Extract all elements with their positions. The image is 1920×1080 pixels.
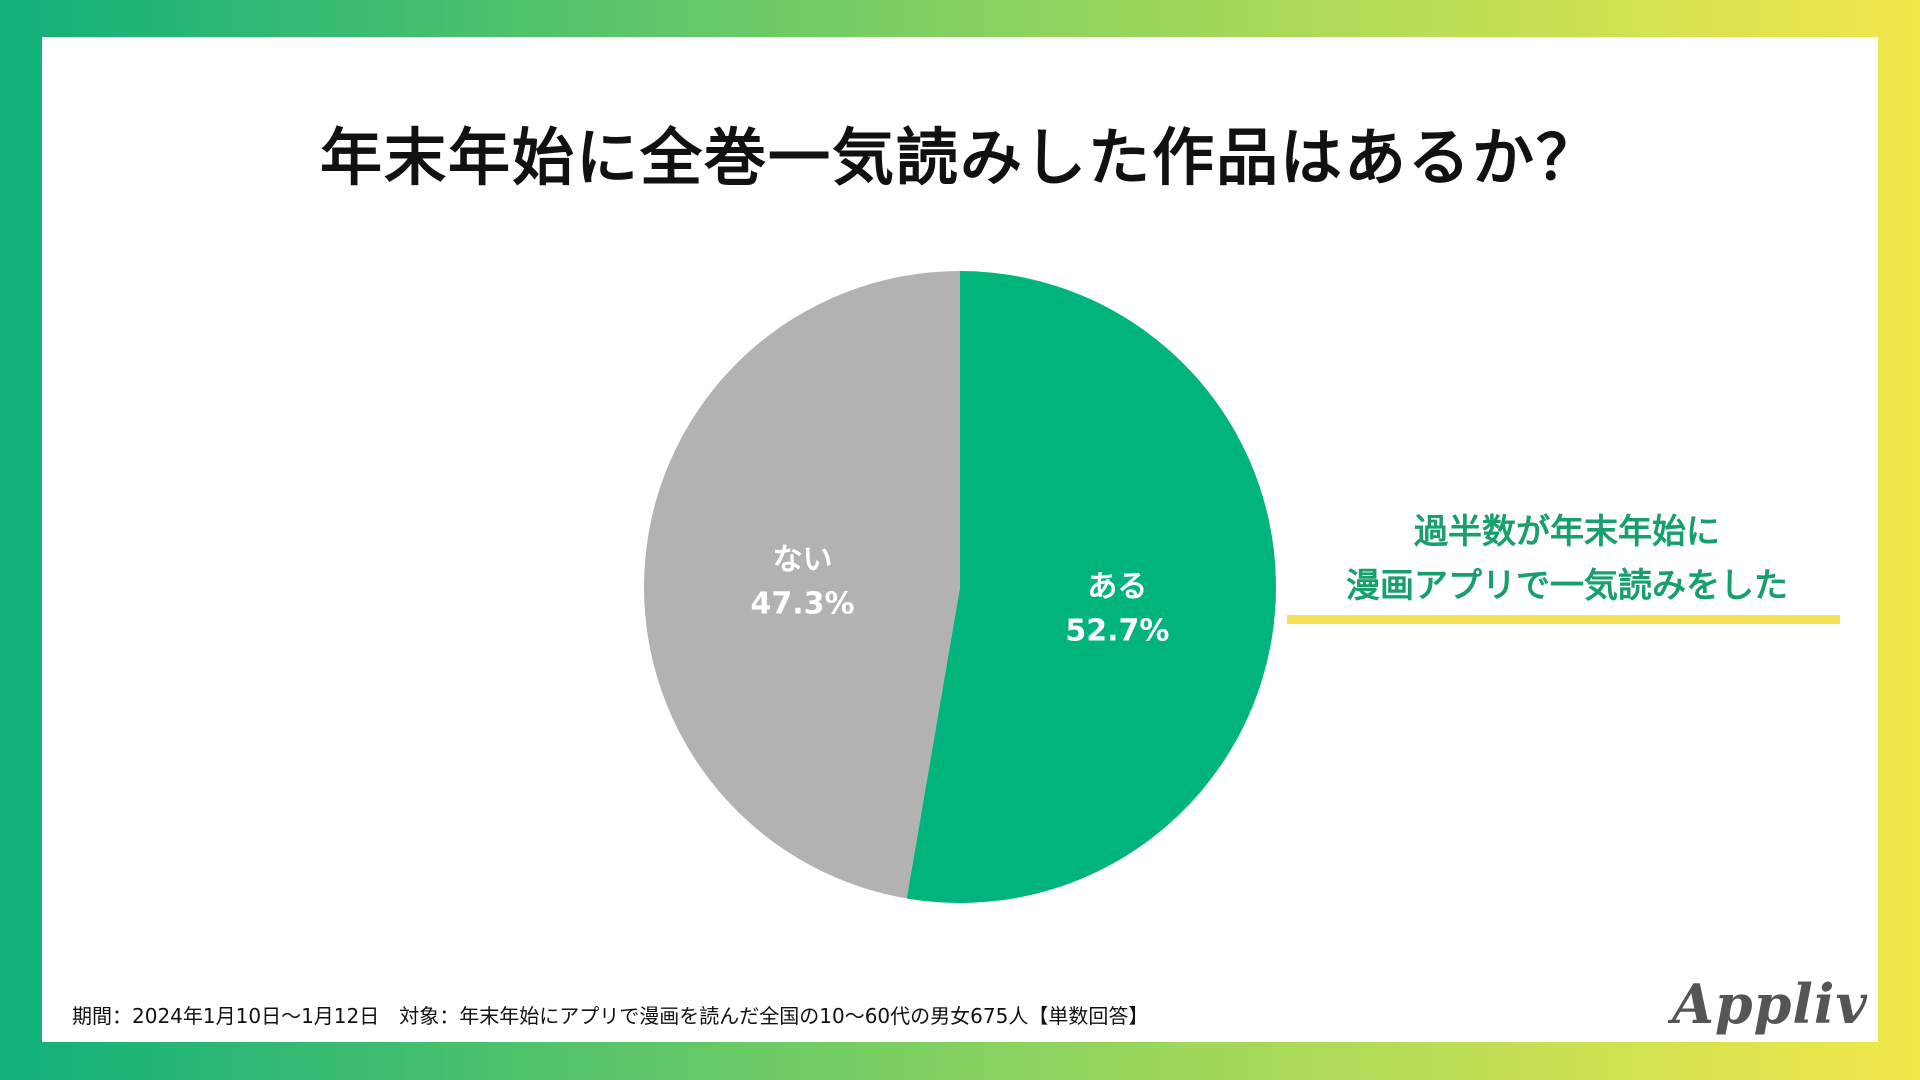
pie-slice-1 <box>644 271 960 899</box>
pie-slice-label-0: ある <box>1087 569 1147 604</box>
callout-line-1: 過半数が年末年始に <box>1414 512 1720 552</box>
pie-chart: ある 52.7% ない 47.3% <box>644 271 1276 903</box>
callout-underline <box>1287 615 1840 624</box>
appliv-logo: Appliv <box>1672 972 1868 1036</box>
pie-slice-0 <box>906 271 1276 903</box>
pie-slice-label-1: ない <box>773 543 833 578</box>
pie-labels: ある 52.7% ない 47.3% <box>751 543 1170 649</box>
survey-footnote: 期間：2024年1月10日〜1月12日 対象：年末年始にアプリで漫画を読んだ全国… <box>72 1004 1149 1028</box>
callout-text: 過半数が年末年始に 漫画アプリで一気読みをした <box>1287 505 1847 613</box>
pie-slices <box>644 271 1276 903</box>
chart-card: 年末年始に全巻一気読みした作品はあるか？ ある 52.7% ない 47.3% 過半数が… <box>42 37 1878 1042</box>
pie-slice-value-1: 47.3% <box>751 587 855 622</box>
callout-line-2: 漫画アプリで一気読みをした <box>1346 566 1788 606</box>
pie-slice-value-0: 52.7% <box>1065 613 1169 648</box>
chart-title: 年末年始に全巻一気読みした作品はあるか？ <box>319 121 1600 194</box>
